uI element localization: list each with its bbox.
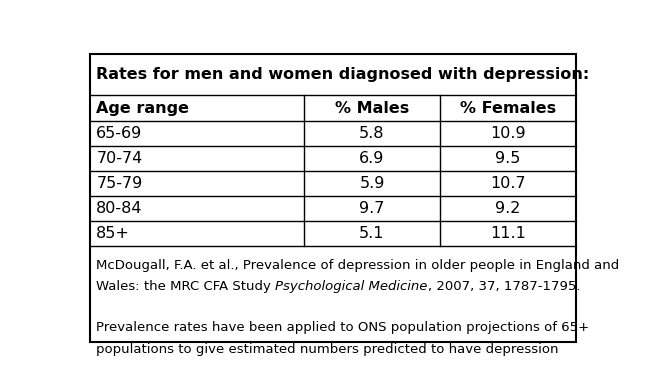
Text: 5.1: 5.1 [359, 226, 385, 241]
Text: populations to give estimated numbers predicted to have depression: populations to give estimated numbers pr… [96, 343, 559, 356]
Text: 85+: 85+ [96, 226, 130, 241]
Text: 5.8: 5.8 [359, 126, 385, 141]
Text: 10.9: 10.9 [490, 126, 526, 141]
Text: 65-69: 65-69 [96, 126, 142, 141]
Text: 10.7: 10.7 [490, 176, 526, 191]
Text: 6.9: 6.9 [359, 151, 385, 166]
Text: , 2007, 37, 1787-1795.: , 2007, 37, 1787-1795. [428, 280, 580, 293]
Text: % Females: % Females [460, 101, 556, 115]
Text: 9.5: 9.5 [495, 151, 521, 166]
Text: Wales: the MRC CFA Study: Wales: the MRC CFA Study [96, 280, 276, 293]
Text: 70-74: 70-74 [96, 151, 142, 166]
Text: Prevalence rates have been applied to ONS population projections of 65+: Prevalence rates have been applied to ON… [96, 321, 590, 334]
Text: 11.1: 11.1 [490, 226, 526, 241]
Text: 9.2: 9.2 [495, 201, 521, 216]
Text: 9.7: 9.7 [359, 201, 385, 216]
Text: % Males: % Males [335, 101, 409, 115]
Text: Age range: Age range [96, 101, 189, 115]
Text: 80-84: 80-84 [96, 201, 143, 216]
Text: Rates for men and women diagnosed with depression:: Rates for men and women diagnosed with d… [96, 67, 590, 82]
Text: 75-79: 75-79 [96, 176, 142, 191]
Text: Psychological Medicine: Psychological Medicine [276, 280, 428, 293]
Text: 5.9: 5.9 [359, 176, 385, 191]
Text: McDougall, F.A. et al., Prevalence of depression in older people in England and: McDougall, F.A. et al., Prevalence of de… [96, 259, 619, 271]
